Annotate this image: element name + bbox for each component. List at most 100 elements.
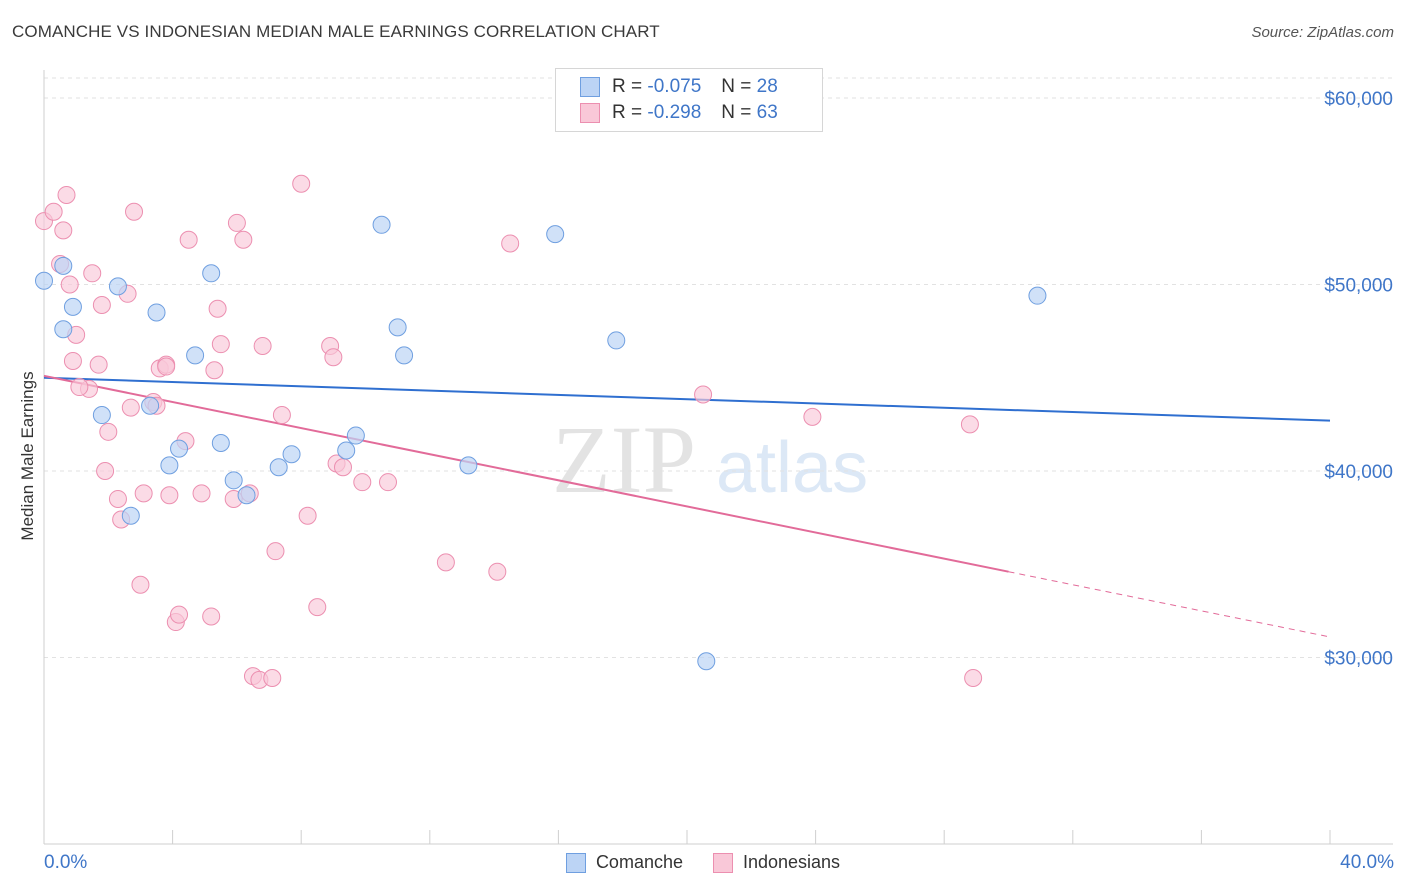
x-max-label: 40.0% [1340, 852, 1394, 873]
indonesians-point [253, 337, 272, 356]
correlation-legend: R = -0.075 N = 28 R = -0.298 N = 63 [555, 68, 823, 132]
r-value: -0.298 [647, 102, 702, 123]
r-label: R = [612, 76, 643, 97]
watermark-zip: ZIP [552, 406, 696, 513]
indonesians-trend-line [43, 374, 1009, 573]
comanche-point [237, 486, 256, 505]
indonesians-point [272, 406, 291, 425]
comanche-point [546, 225, 565, 244]
indonesians-point [266, 542, 285, 561]
indonesians-point [694, 385, 713, 404]
series-legend: Comanche Indonesians [0, 852, 1406, 873]
legend-row-comanche: R = -0.075 N = 28 [580, 74, 778, 100]
comanche-point [92, 406, 111, 425]
comanche-point [337, 441, 356, 460]
indonesians-point [436, 553, 455, 572]
indonesians-point [92, 295, 111, 314]
y-tick-label: $50,000 [1324, 275, 1393, 296]
indonesians-point [234, 230, 253, 249]
indonesians-point [63, 351, 82, 370]
legend-item-comanche: Comanche [565, 852, 683, 873]
indonesians-point [205, 361, 224, 380]
comanche-point [459, 456, 478, 475]
comanche-point [35, 271, 53, 290]
comanche-trend-line [43, 376, 1331, 422]
comanche-point [372, 215, 391, 234]
comanche-point [170, 439, 189, 458]
comanche-legend-swatch [565, 852, 586, 873]
indonesians-point [333, 458, 352, 477]
comanche-point [697, 652, 716, 671]
indonesians-legend-swatch [712, 852, 733, 873]
indonesians-point [227, 213, 246, 232]
comanche-swatch [580, 77, 600, 97]
y-tick-label: $30,000 [1324, 648, 1393, 669]
indonesians-point [324, 348, 343, 367]
indonesians-swatch [580, 103, 600, 123]
indonesians-point [263, 669, 282, 688]
indonesians-point [99, 422, 118, 441]
watermark: ZIP atlas [552, 406, 868, 513]
chart-title: COMANCHE VS INDONESIAN MEDIAN MALE EARNI… [12, 22, 660, 41]
indonesians-point [134, 484, 153, 503]
indonesians-point [488, 562, 507, 581]
indonesians-point [179, 230, 198, 249]
watermark-atlas: atlas [716, 428, 868, 508]
n-value: 28 [756, 76, 778, 97]
comanche-point [346, 426, 365, 445]
comanche-point [54, 256, 73, 275]
comanche-point [186, 346, 205, 365]
indonesians-point [292, 174, 311, 193]
comanche-point [282, 445, 301, 464]
comanche-point [607, 331, 626, 350]
indonesians-point [803, 407, 822, 426]
y-axis-label: Median Male Earnings [18, 371, 37, 540]
legend-row-indonesians: R = -0.298 N = 63 [580, 100, 778, 126]
indonesians-point [89, 355, 108, 374]
indonesians-point [121, 398, 140, 417]
comanche-point [121, 506, 140, 525]
comanche-point [1028, 286, 1047, 305]
indonesians-point [202, 607, 221, 626]
indonesians-point [960, 415, 979, 434]
comanche-point [224, 471, 243, 490]
indonesians-point [125, 202, 144, 221]
indonesians-point [108, 489, 127, 508]
comanche-point [160, 456, 179, 475]
indonesians-point [964, 669, 983, 688]
comanche-point [388, 318, 407, 337]
r-value: -0.075 [647, 76, 702, 97]
indonesians-point [170, 605, 189, 624]
x-min-label: 0.0% [44, 852, 88, 873]
comanche-point [63, 297, 82, 316]
indonesians-legend-label: Indonesians [742, 852, 841, 872]
indonesians-point [83, 264, 102, 283]
y-tick-label: $60,000 [1324, 89, 1393, 110]
indonesians-point [211, 335, 230, 354]
indonesians-point [157, 357, 176, 376]
n-label: N = [721, 102, 752, 123]
source-label: Source: ZipAtlas.com [1251, 24, 1394, 41]
indonesians-point [308, 598, 327, 617]
indonesians-point [60, 275, 79, 294]
legend-item-indonesians: Indonesians [712, 852, 841, 873]
comanche-point [269, 458, 288, 477]
comanche-point [211, 434, 230, 453]
indonesians-point [54, 221, 73, 240]
n-label: N = [721, 76, 752, 97]
indonesians-point [131, 575, 150, 594]
indonesians-point [353, 473, 372, 492]
comanche-point [54, 320, 73, 339]
comanche-point [395, 346, 414, 365]
y-tick-label: $40,000 [1324, 462, 1393, 483]
indonesians-point [192, 484, 211, 503]
r-label: R = [612, 102, 643, 123]
indonesians-trend-extension [1008, 571, 1331, 638]
indonesians-point [44, 202, 63, 221]
comanche-point [202, 264, 221, 283]
comanche-legend-label: Comanche [595, 852, 683, 872]
indonesians-point [379, 473, 398, 492]
indonesians-point [96, 461, 115, 480]
comanche-point [108, 277, 127, 296]
